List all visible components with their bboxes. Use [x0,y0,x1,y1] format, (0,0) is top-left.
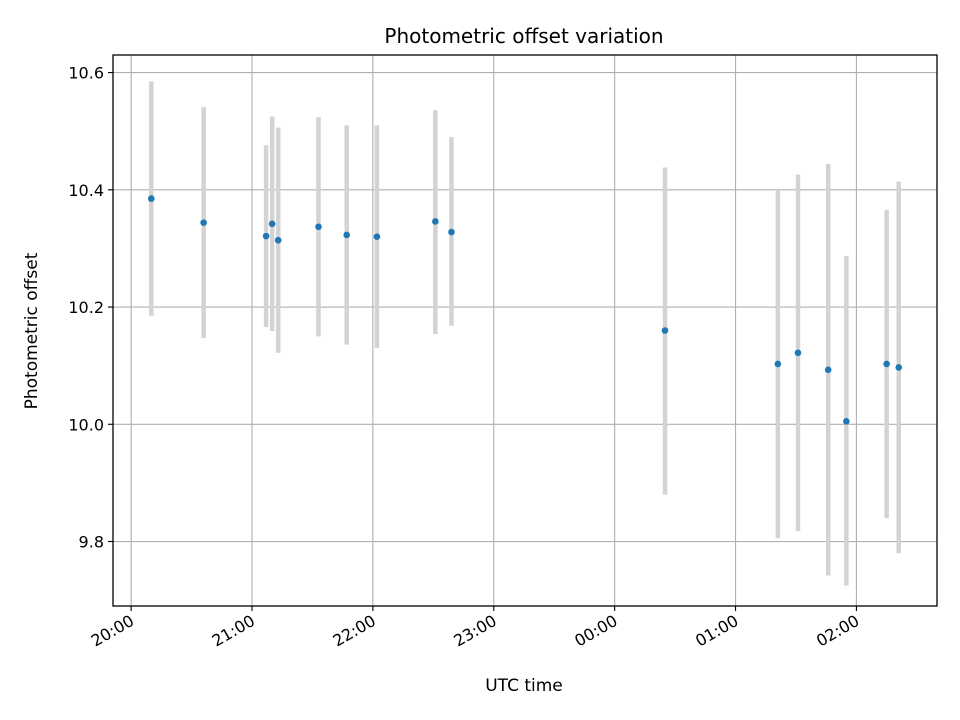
data-point [448,228,455,236]
data-point [661,327,669,334]
plot-area-frame [112,54,938,607]
data-point [200,219,207,226]
data-points [147,195,903,425]
y-axis-ticks: 9.8 10.0 10.2 10.4 10.6 [68,64,113,552]
data-point [315,223,322,231]
data-point [883,360,890,368]
data-point [895,364,903,371]
y-tick-label: 10.6 [68,64,104,83]
data-point [373,233,381,241]
data-point [774,360,782,368]
y-tick-label: 10.0 [68,415,104,434]
data-point [262,232,270,240]
data-point [274,236,282,244]
y-tick-label: 10.4 [68,181,104,200]
data-point [824,366,832,374]
y-axis-label: Photometric offset [22,252,42,409]
data-point [432,218,439,225]
data-point [268,220,276,228]
data-point [147,195,155,202]
data-point [343,231,351,239]
data-point [843,418,850,425]
y-tick-label: 9.8 [79,533,104,552]
x-axis-label: UTC time [485,676,563,696]
chart-title: Photometric offset variation [384,24,663,48]
y-tick-label: 10.2 [68,298,104,317]
data-point [794,349,802,357]
